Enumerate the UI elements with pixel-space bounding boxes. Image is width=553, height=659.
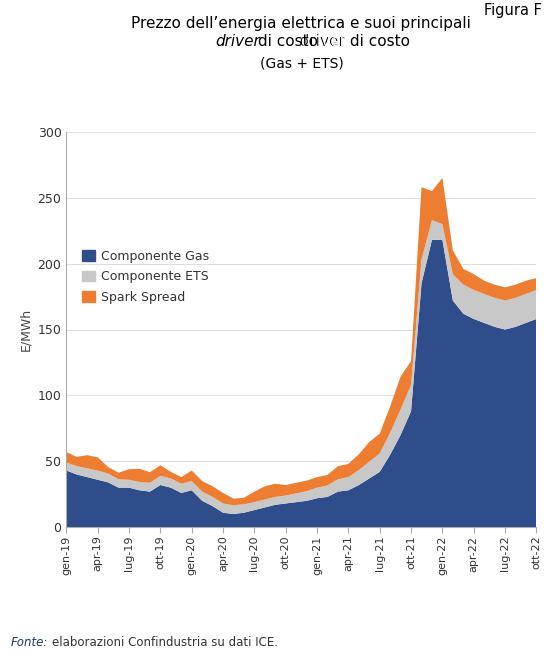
Text: elaborazioni Confindustria su dati ICE.: elaborazioni Confindustria su dati ICE. — [52, 636, 278, 649]
Text: driver: driver — [216, 34, 260, 49]
Text: Fonte:: Fonte: — [11, 636, 49, 649]
Text: Figura F: Figura F — [484, 3, 542, 18]
Text: di costo: di costo — [253, 34, 319, 49]
Legend: Componente Gas, Componente ETS, Spark Spread: Componente Gas, Componente ETS, Spark Sp… — [77, 244, 214, 309]
Text: Prezzo dell’energia elettrica e suoi principali: Prezzo dell’energia elettrica e suoi pri… — [132, 16, 471, 32]
Text: driver: driver — [257, 34, 346, 49]
Text: (Gas + ETS): (Gas + ETS) — [259, 56, 343, 70]
Text: driver di costo: driver di costo — [193, 34, 410, 49]
Y-axis label: E/MWh: E/MWh — [19, 308, 32, 351]
